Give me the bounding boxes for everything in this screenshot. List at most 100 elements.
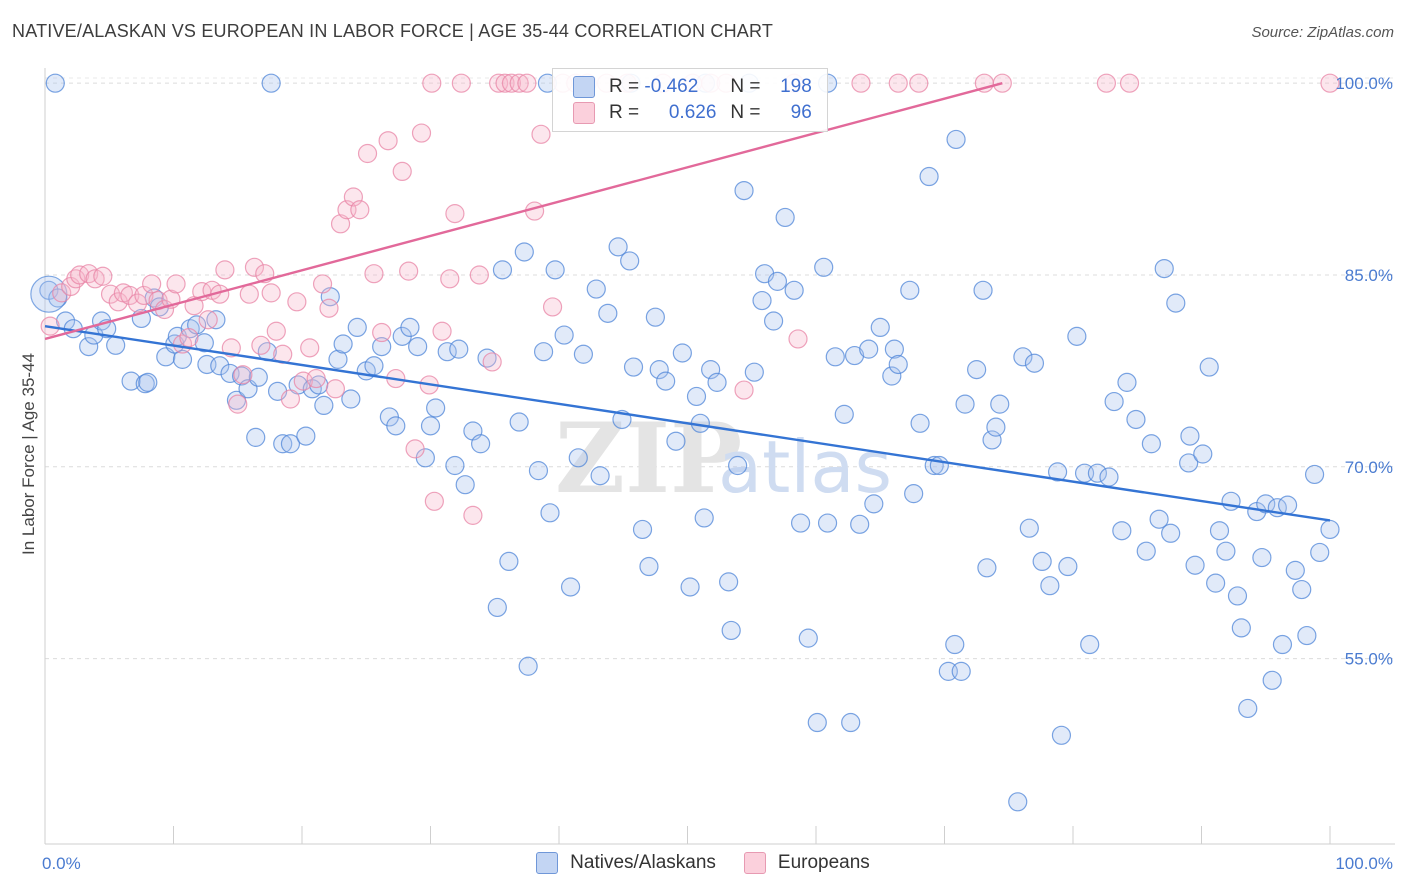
data-point bbox=[333, 334, 353, 354]
data-point bbox=[884, 339, 904, 359]
data-point bbox=[239, 284, 259, 304]
data-point bbox=[1024, 353, 1045, 373]
data-point bbox=[378, 131, 398, 151]
data-point bbox=[280, 434, 301, 454]
series-natives-points bbox=[30, 73, 1340, 812]
data-point bbox=[542, 297, 563, 317]
data-point bbox=[492, 260, 513, 280]
data-point bbox=[287, 292, 307, 312]
data-point bbox=[372, 336, 392, 357]
data-point bbox=[1047, 462, 1068, 482]
data-point bbox=[179, 328, 199, 348]
data-point bbox=[1206, 573, 1226, 593]
data-point bbox=[1099, 467, 1119, 487]
data-point bbox=[400, 317, 420, 338]
series-legend: Natives/Alaskans Europeans bbox=[0, 852, 1406, 874]
data-point bbox=[986, 417, 1006, 437]
data-point bbox=[728, 455, 748, 476]
legend-r-value: 0.626 bbox=[668, 102, 717, 123]
data-point bbox=[788, 329, 808, 349]
data-point bbox=[106, 335, 126, 355]
data-point bbox=[904, 484, 924, 504]
data-point bbox=[372, 322, 392, 343]
data-point bbox=[518, 656, 538, 676]
data-point bbox=[463, 505, 483, 525]
data-point bbox=[734, 180, 754, 201]
data-point bbox=[909, 73, 929, 93]
data-point bbox=[1231, 618, 1251, 638]
data-point bbox=[694, 508, 714, 528]
data-point bbox=[1067, 326, 1087, 346]
legend-r-label: R = bbox=[609, 102, 640, 123]
data-point bbox=[656, 371, 676, 391]
legend-item-natives: Natives/Alaskans bbox=[536, 852, 716, 874]
data-point bbox=[910, 413, 930, 433]
data-point bbox=[982, 430, 1002, 450]
data-point bbox=[1193, 444, 1213, 464]
data-point bbox=[487, 597, 507, 618]
data-point bbox=[108, 292, 128, 312]
data-point bbox=[1019, 518, 1039, 538]
data-point bbox=[66, 269, 86, 289]
data-point bbox=[424, 491, 444, 511]
data-point bbox=[210, 356, 230, 376]
data-point bbox=[608, 237, 628, 257]
data-point bbox=[364, 264, 384, 284]
data-point bbox=[246, 427, 266, 447]
data-point bbox=[645, 307, 665, 327]
data-point bbox=[990, 394, 1010, 414]
data-point bbox=[79, 336, 99, 357]
y-tick-label: 85.0% bbox=[1345, 266, 1393, 285]
data-point bbox=[325, 379, 346, 399]
data-point bbox=[590, 466, 610, 486]
data-point bbox=[1040, 576, 1060, 596]
data-point bbox=[221, 338, 241, 358]
data-point bbox=[244, 257, 265, 277]
data-point bbox=[455, 475, 475, 495]
data-point bbox=[120, 285, 140, 306]
data-point bbox=[319, 298, 339, 318]
y-tick-label: 55.0% bbox=[1345, 650, 1393, 669]
data-point bbox=[514, 242, 534, 262]
data-point bbox=[977, 558, 997, 578]
watermark-zip: ZIP bbox=[555, 402, 742, 515]
data-point bbox=[666, 431, 686, 451]
data-point bbox=[499, 551, 519, 572]
data-point bbox=[882, 366, 902, 386]
data-point bbox=[449, 339, 469, 359]
data-point bbox=[560, 577, 581, 597]
data-point bbox=[888, 73, 908, 93]
data-point bbox=[341, 389, 361, 409]
data-point bbox=[166, 274, 186, 294]
data-point bbox=[1297, 625, 1317, 646]
data-point bbox=[469, 265, 489, 285]
data-point bbox=[951, 661, 971, 681]
data-point bbox=[1032, 551, 1052, 572]
data-point bbox=[280, 389, 301, 409]
data-point bbox=[437, 342, 457, 362]
trend-line-europeans bbox=[44, 82, 1003, 341]
data-point bbox=[142, 274, 162, 294]
data-point bbox=[1141, 434, 1161, 454]
data-point bbox=[632, 519, 653, 540]
legend-item-europeans: Europeans bbox=[743, 852, 870, 874]
data-point bbox=[623, 357, 644, 377]
data-point bbox=[1013, 347, 1033, 367]
data-point bbox=[1080, 634, 1100, 655]
data-point bbox=[1256, 494, 1276, 514]
stats-legend: R = -0.462 N = 198 R = 0.626 N = 96 bbox=[552, 68, 828, 132]
data-point bbox=[509, 73, 529, 93]
data-point bbox=[1117, 372, 1137, 392]
data-point bbox=[817, 513, 838, 533]
data-point bbox=[767, 271, 788, 291]
data-point bbox=[422, 73, 442, 93]
x-tick-label-max: 100.0% bbox=[1335, 854, 1393, 873]
data-point bbox=[1126, 409, 1146, 430]
data-point bbox=[228, 394, 248, 414]
data-point bbox=[1149, 509, 1169, 529]
data-point bbox=[919, 166, 939, 187]
data-point bbox=[273, 434, 293, 454]
data-point bbox=[973, 280, 993, 300]
y-tick-label: 70.0% bbox=[1345, 458, 1393, 477]
data-point bbox=[1058, 556, 1078, 577]
